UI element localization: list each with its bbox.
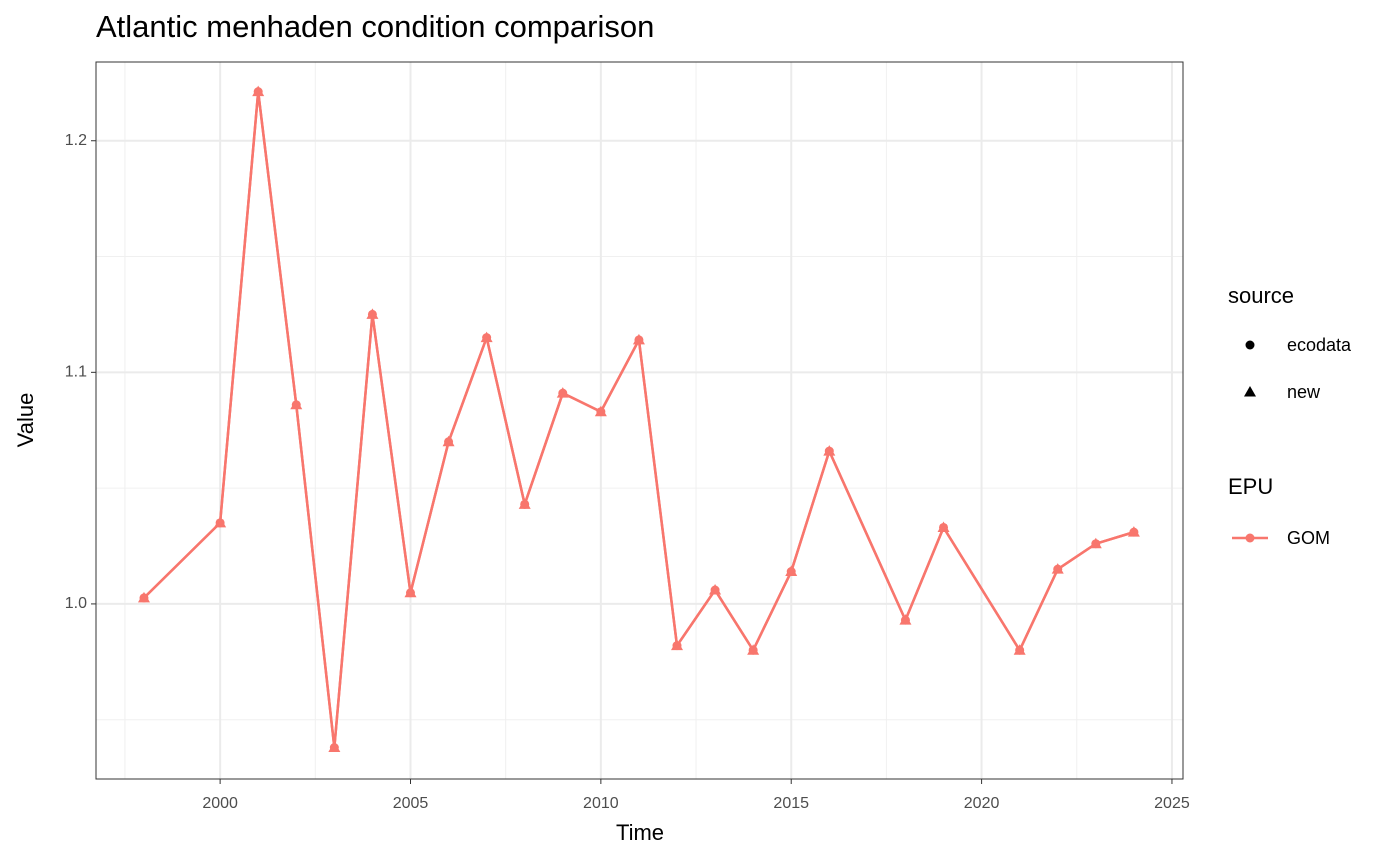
y-tick-label: 1.0 [65,595,87,612]
x-tick-label: 2010 [583,795,619,812]
x-tick-label: 2000 [202,795,238,812]
legend-label: ecodata [1287,335,1352,355]
point [480,331,493,343]
point [366,308,379,319]
y-tick-label: 1.2 [65,132,87,149]
point [518,498,531,509]
point [632,333,645,345]
legend-label: GOM [1287,528,1330,548]
legend-key [1245,340,1255,350]
y-tick-label: 1.1 [65,364,87,381]
point [594,405,607,417]
point [442,435,455,447]
y-axis-title: Value [13,393,38,448]
x-tick-label: 2025 [1154,795,1190,812]
point [747,644,760,655]
x-tick-label: 2020 [964,795,1000,812]
point [290,398,303,410]
legend-title: source [1228,283,1294,308]
plot-border [95,61,1184,780]
point [214,516,227,528]
point [1089,537,1102,549]
legend-title: EPU [1228,474,1273,499]
point [899,614,912,625]
point [1013,644,1026,655]
x-tick-label: 2015 [773,795,809,812]
point [671,639,684,651]
point [1127,526,1140,537]
x-axis-title: Time [616,820,664,845]
point [1051,563,1064,574]
legend-key [1245,533,1255,543]
point [252,85,265,97]
x-tick-label: 2005 [393,795,429,812]
point [328,741,341,753]
chart-title: Atlantic menhaden condition comparison [96,9,654,44]
point [556,387,569,398]
point [785,565,798,576]
point [137,591,150,603]
point [404,586,417,598]
point [709,584,722,595]
legend-label: new [1287,382,1321,402]
point [937,521,950,532]
point [823,445,836,456]
line [143,91,1135,748]
legend-key [1244,386,1256,397]
